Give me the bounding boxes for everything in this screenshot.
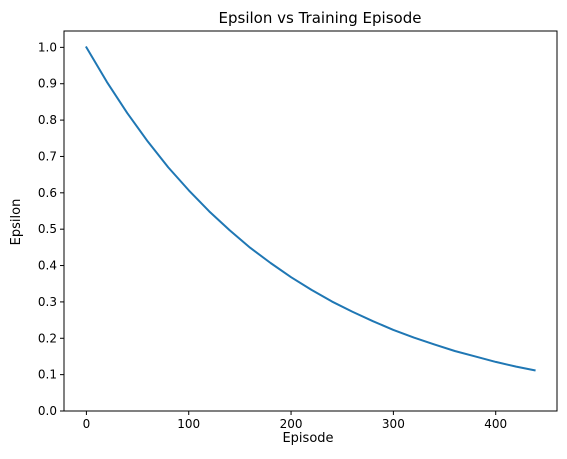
x-tick-label: 300 (382, 417, 405, 431)
y-axis-label: Epsilon (9, 199, 24, 246)
y-tick-label: 0.2 (38, 331, 57, 345)
y-tick-label: 0.5 (38, 222, 57, 236)
y-tick-label: 0.6 (38, 186, 57, 200)
y-tick-label: 0.0 (38, 404, 57, 418)
x-tick-label: 400 (484, 417, 507, 431)
plot-layer: 0 100 200 300 400 0.0 0.1 0.2 0.3 0.4 0.5 0.6 0.7 0.8… (38, 30, 558, 431)
y-tick-label: 0.7 (38, 149, 57, 163)
chart-title: Epsilon vs Training Episode (219, 9, 422, 27)
y-tick-label: 0.3 (38, 295, 57, 309)
x-tick-label: 200 (280, 417, 303, 431)
x-tick-label: 0 (83, 417, 91, 431)
y-tick-label: 0.4 (38, 259, 57, 273)
x-tick-label: 100 (177, 417, 200, 431)
plot-frame (63, 30, 558, 412)
y-tick-label: 0.1 (38, 368, 57, 382)
y-tick-label: 0.8 (38, 113, 57, 127)
y-tick-label: 1.0 (38, 40, 57, 54)
x-axis-label: Episode (282, 431, 333, 446)
y-tick-label: 0.9 (38, 77, 57, 91)
series-line-0 (85, 45, 536, 372)
